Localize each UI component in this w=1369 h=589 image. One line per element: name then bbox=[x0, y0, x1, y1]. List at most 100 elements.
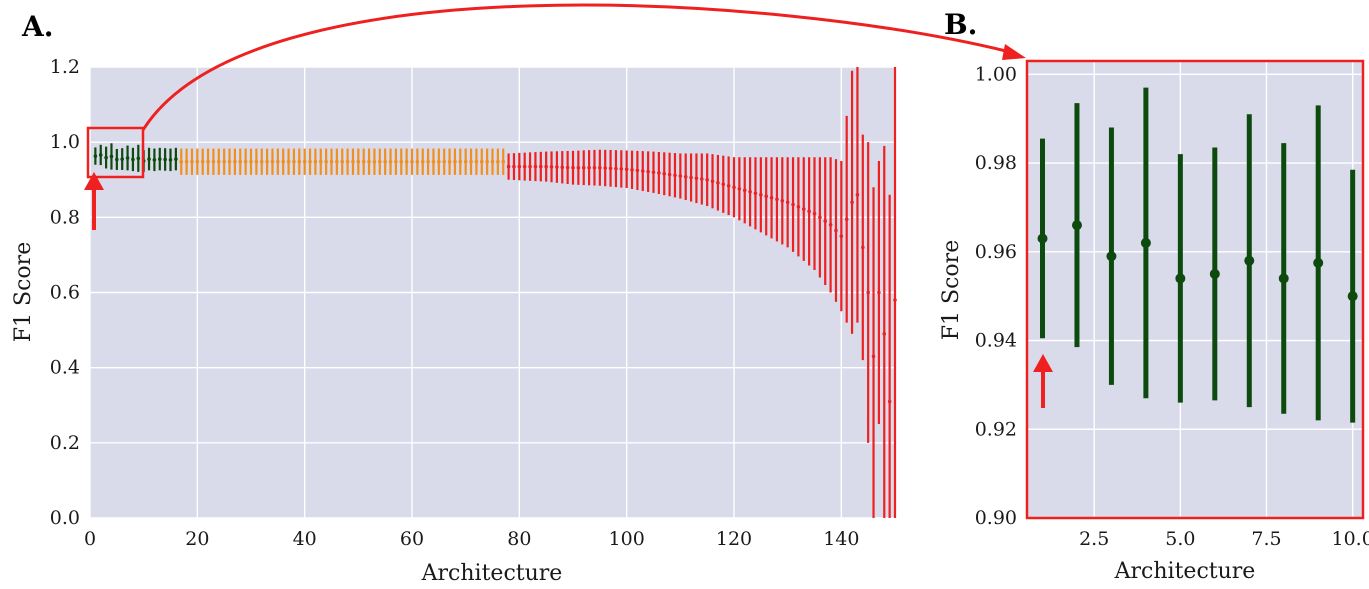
mean-point bbox=[742, 188, 747, 193]
mean-point bbox=[818, 215, 822, 220]
mean-point bbox=[662, 171, 667, 176]
mean-point bbox=[506, 164, 511, 169]
mean-point bbox=[1209, 268, 1220, 279]
mean-point bbox=[807, 209, 811, 214]
mean-point bbox=[259, 159, 264, 164]
mean-point bbox=[635, 168, 640, 173]
mean-point bbox=[1106, 251, 1117, 262]
y-tick-label: 0.4 bbox=[50, 357, 80, 379]
mean-point bbox=[775, 197, 779, 202]
mean-point bbox=[442, 159, 447, 164]
mean-point bbox=[200, 159, 205, 164]
mean-point bbox=[147, 157, 151, 161]
mean-point bbox=[361, 159, 366, 164]
mean-point bbox=[329, 159, 334, 164]
y-tick-label: 0.0 bbox=[50, 507, 80, 529]
mean-point bbox=[410, 159, 414, 164]
mean-point bbox=[780, 198, 785, 203]
x-tick-label: 40 bbox=[293, 528, 317, 550]
mean-point bbox=[517, 164, 522, 169]
mean-point bbox=[265, 159, 269, 164]
mean-point bbox=[608, 166, 613, 171]
mean-point bbox=[839, 234, 844, 238]
mean-point bbox=[233, 159, 237, 164]
panel-a-label: A. bbox=[21, 10, 53, 43]
mean-point bbox=[463, 159, 468, 164]
mean-point bbox=[796, 205, 801, 209]
mean-point bbox=[721, 182, 726, 187]
mean-point bbox=[195, 159, 200, 164]
arrow-up-icon bbox=[1033, 354, 1053, 408]
mean-point bbox=[630, 168, 634, 172]
mean-point bbox=[683, 174, 688, 179]
x-tick-label: 7.5 bbox=[1251, 528, 1281, 550]
mean-point bbox=[238, 159, 243, 164]
mean-point bbox=[98, 153, 103, 157]
mean-point bbox=[689, 175, 693, 180]
y-tick-label: 0.98 bbox=[975, 152, 1017, 174]
mean-point bbox=[522, 164, 527, 169]
chart-b-highlight-frame bbox=[1025, 59, 1365, 520]
mean-point bbox=[565, 165, 570, 170]
mean-point bbox=[1140, 237, 1151, 248]
mean-point bbox=[710, 179, 715, 184]
y-tick-label: 0.96 bbox=[975, 241, 1017, 263]
mean-point bbox=[1347, 291, 1358, 302]
mean-point bbox=[426, 159, 430, 164]
mean-point bbox=[694, 176, 699, 181]
mean-point bbox=[163, 157, 167, 162]
mean-point bbox=[184, 159, 189, 164]
mean-point bbox=[1244, 255, 1255, 266]
mean-point bbox=[485, 159, 489, 164]
mean-point bbox=[292, 159, 296, 164]
y-tick-label: 0.6 bbox=[50, 282, 80, 304]
mean-point bbox=[823, 219, 828, 223]
arrow-up-icon bbox=[84, 172, 104, 230]
mean-point bbox=[404, 159, 409, 164]
panel-b-label: B. bbox=[944, 8, 977, 41]
mean-point bbox=[587, 165, 591, 170]
mean-point bbox=[592, 165, 597, 170]
mean-point bbox=[539, 164, 543, 169]
highlight-box bbox=[86, 126, 145, 179]
mean-point bbox=[678, 174, 683, 178]
mean-point bbox=[415, 159, 420, 164]
mean-point bbox=[871, 354, 876, 359]
mean-point bbox=[598, 165, 602, 170]
mean-point bbox=[785, 200, 790, 205]
mean-point bbox=[571, 165, 575, 170]
chart-a-error-bars bbox=[93, 67, 897, 518]
mean-point bbox=[227, 159, 232, 164]
mean-point bbox=[104, 155, 108, 160]
x-tick-label: 120 bbox=[716, 528, 752, 550]
mean-point bbox=[528, 164, 532, 169]
mean-point bbox=[624, 167, 629, 172]
x-tick-label: 0 bbox=[84, 528, 96, 550]
y-tick-label: 1.2 bbox=[50, 56, 80, 78]
mean-point bbox=[753, 191, 758, 196]
mean-point bbox=[174, 157, 178, 161]
mean-point bbox=[115, 157, 119, 162]
mean-point bbox=[657, 171, 661, 175]
mean-point bbox=[479, 159, 484, 164]
mean-point bbox=[297, 159, 302, 164]
mean-point bbox=[351, 159, 355, 164]
mean-point bbox=[345, 159, 350, 164]
mean-point bbox=[855, 192, 860, 197]
mean-point bbox=[222, 159, 226, 164]
mean-point bbox=[828, 223, 833, 227]
mean-point bbox=[276, 159, 280, 164]
mean-point bbox=[136, 156, 141, 161]
mean-point bbox=[619, 167, 624, 171]
mean-point bbox=[667, 172, 672, 177]
chart-b-y-axis-label: F1 Score bbox=[939, 240, 964, 340]
x-tick-label: 5.0 bbox=[1165, 528, 1195, 550]
mean-point bbox=[125, 156, 130, 160]
mean-point bbox=[748, 189, 752, 194]
mean-point bbox=[549, 165, 554, 169]
mean-point bbox=[791, 202, 795, 207]
mean-point bbox=[179, 159, 184, 164]
mean-point bbox=[646, 169, 650, 174]
y-tick-label: 0.90 bbox=[975, 507, 1017, 529]
mean-point bbox=[544, 164, 548, 169]
